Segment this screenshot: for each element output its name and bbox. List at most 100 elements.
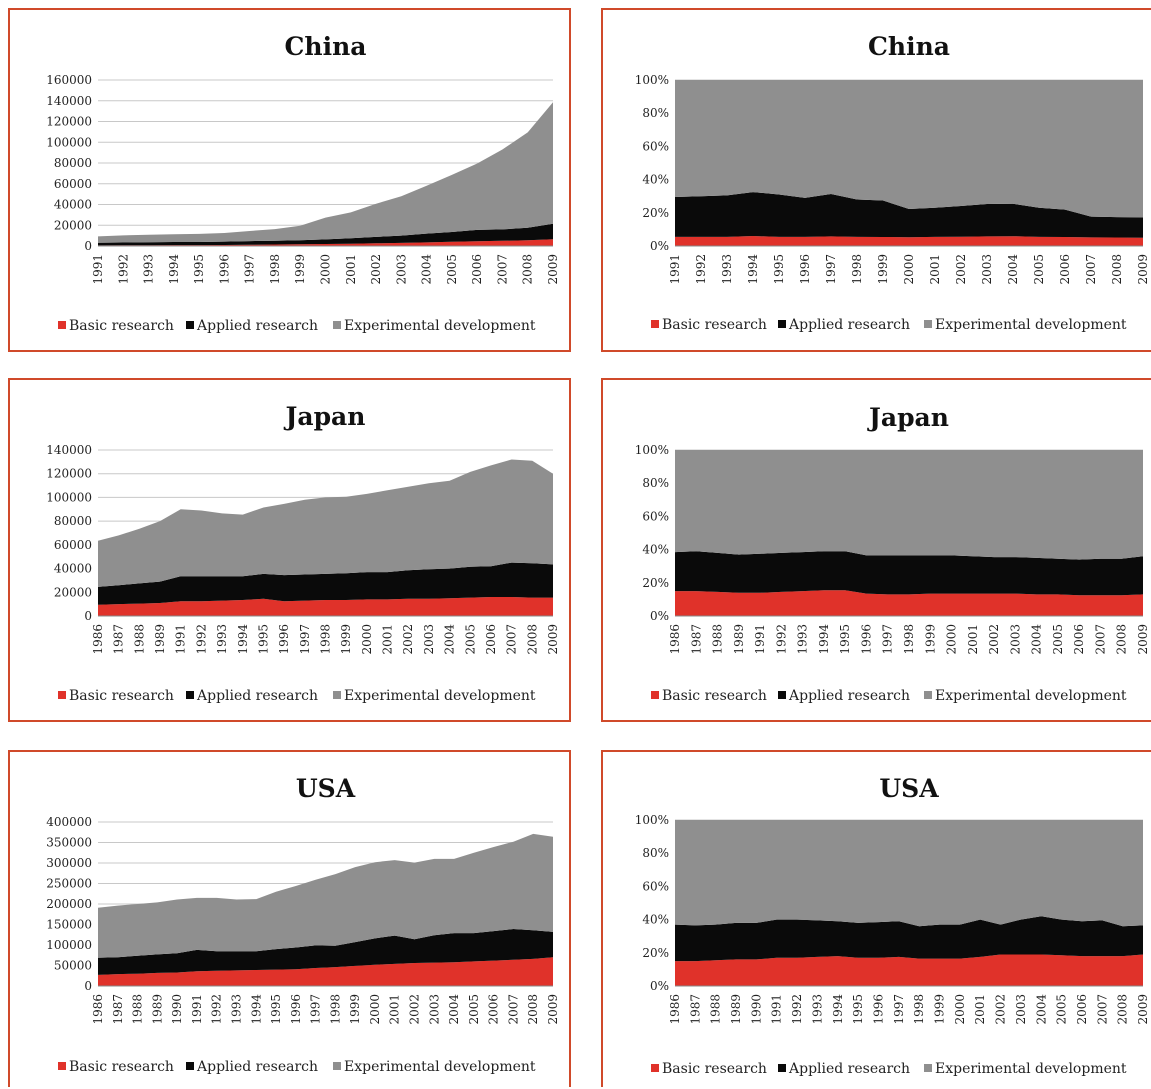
y-tick-label: 100% [635, 813, 669, 827]
legend-label-applied: Applied research [196, 318, 318, 334]
legend-swatch-experimental [333, 1062, 341, 1070]
chart-svg-china-share: China 0% 20% 40% 60% 80% 100% 1991 1992 1993 1994 1… [635, 32, 1150, 333]
x-tick-label: 2005 [463, 624, 477, 655]
y-tick-label: 140000 [46, 443, 92, 457]
x-tick-label: 1988 [132, 624, 146, 655]
y-tick-label: 0% [650, 609, 669, 623]
x-tick-label: 2008 [1115, 624, 1129, 655]
x-tick-label: 2000 [945, 624, 959, 655]
y-tick-label: 20000 [54, 585, 92, 599]
x-tick-label: 1994 [249, 994, 263, 1025]
x-tick-label: 1993 [720, 254, 734, 285]
x-tick-label: 1986 [91, 994, 105, 1025]
x-tick-label: 1990 [749, 994, 763, 1025]
y-tick-label: 100000 [46, 135, 92, 149]
x-tick-label: 2003 [394, 254, 408, 285]
legend-swatch-applied [778, 320, 786, 328]
y-tick-label: 150000 [46, 918, 92, 932]
x-tick-label: 1986 [91, 624, 105, 655]
x-tick-label: 2003 [422, 624, 436, 655]
x-tick-label: 1997 [243, 254, 257, 285]
x-tick-label: 1998 [912, 994, 926, 1025]
chart-panel-usa-absolute: USA 0 50000 100000 150000 200000 250000 300000 3… [8, 750, 571, 1087]
y-tick-label: 0% [650, 239, 669, 253]
area-experimental [675, 450, 1143, 560]
y-tick-label: 40% [642, 543, 669, 557]
x-tick-label: 2003 [427, 994, 441, 1025]
legend-swatch-basic [58, 1062, 66, 1070]
legend-label-basic: Basic research [662, 1061, 767, 1077]
y-tick-label: 80000 [54, 156, 92, 170]
legend-label-basic: Basic research [69, 318, 174, 334]
area-experimental [98, 102, 553, 243]
legend-label-applied: Applied research [788, 317, 910, 333]
x-tick-label: 1992 [790, 994, 804, 1025]
chart-panel-usa-share: USA 0% 20% 40% 60% 80% 100% 1986 1987 1988 1989 199… [601, 750, 1151, 1087]
y-tick-label: 60% [642, 509, 669, 523]
x-tick-label: 1999 [923, 624, 937, 655]
x-tick-label: 1996 [289, 994, 303, 1025]
area-applied [675, 916, 1143, 962]
y-tick-label: 40% [642, 173, 669, 187]
chart-title: Japan [284, 402, 366, 431]
x-tick-label: 2005 [1051, 624, 1065, 655]
x-tick-label: 1988 [711, 624, 725, 655]
x-tick-label: 2009 [1136, 994, 1150, 1025]
x-tick-label: 1998 [268, 254, 282, 285]
legend-label-applied: Applied research [788, 688, 910, 704]
y-tick-label: 0 [84, 609, 92, 623]
x-tick-label: 2008 [1116, 994, 1130, 1025]
x-tick-label: 1992 [116, 254, 130, 285]
x-tick-label: 2006 [470, 254, 484, 285]
chart-svg-usa-absolute: USA 0 50000 100000 150000 200000 250000 300000 3… [46, 774, 560, 1075]
legend-swatch-basic [651, 1064, 659, 1072]
x-tick-label: 2004 [1030, 624, 1044, 655]
y-tick-label: 100000 [46, 490, 92, 504]
y-tick-label: 0 [84, 239, 92, 253]
x-tick-label: 2002 [369, 254, 383, 285]
x-tick-label: 2009 [546, 254, 560, 285]
legend-label-experimental: Experimental development [935, 688, 1127, 704]
x-tick-label: 1993 [810, 994, 824, 1025]
x-tick-label: 2005 [467, 994, 481, 1025]
x-tick-label: 1995 [192, 254, 206, 285]
area-basic [98, 957, 553, 986]
x-tick-label: 1998 [850, 254, 864, 285]
x-tick-label: 2005 [1055, 994, 1069, 1025]
y-tick-label: 40000 [54, 198, 92, 212]
x-tick-label: 2000 [953, 994, 967, 1025]
x-tick-label: 2004 [443, 624, 457, 655]
legend-swatch-applied [186, 691, 194, 699]
area-applied [675, 551, 1143, 596]
x-tick-label: 2007 [1084, 254, 1098, 285]
y-tick-label: 120000 [46, 115, 92, 129]
x-tick-label: 1994 [746, 254, 760, 285]
x-tick-label: 2003 [1008, 624, 1022, 655]
legend-label-basic: Basic research [662, 688, 767, 704]
y-tick-label: 60% [642, 139, 669, 153]
area-basic [675, 236, 1143, 246]
legend-label-basic: Basic research [69, 688, 174, 704]
x-tick-label: 2001 [388, 994, 402, 1025]
x-tick-label: 2007 [506, 994, 520, 1025]
chart-svg-china-absolute: China 0 20000 40000 60000 80000 100000 120000 14… [46, 32, 560, 334]
legend-swatch-basic [651, 320, 659, 328]
y-tick-label: 60000 [54, 538, 92, 552]
x-tick-label: 2009 [1136, 254, 1150, 285]
legend-label-experimental: Experimental development [344, 318, 536, 334]
x-tick-label: 1996 [217, 254, 231, 285]
y-tick-label: 120000 [46, 467, 92, 481]
chart-title: USA [296, 774, 356, 803]
x-tick-label: 2002 [987, 624, 1001, 655]
y-tick-label: 100% [635, 443, 669, 457]
x-tick-label: 1996 [860, 624, 874, 655]
x-tick-label: 1987 [111, 994, 125, 1025]
area-basic [675, 590, 1143, 616]
x-tick-label: 1998 [902, 624, 916, 655]
legend-label-experimental: Experimental development [935, 1061, 1127, 1077]
y-tick-label: 250000 [46, 877, 92, 891]
x-tick-label: 2009 [546, 994, 560, 1025]
y-tick-label: 400000 [46, 815, 92, 829]
x-tick-label: 1989 [153, 624, 167, 655]
y-tick-label: 80% [642, 106, 669, 120]
